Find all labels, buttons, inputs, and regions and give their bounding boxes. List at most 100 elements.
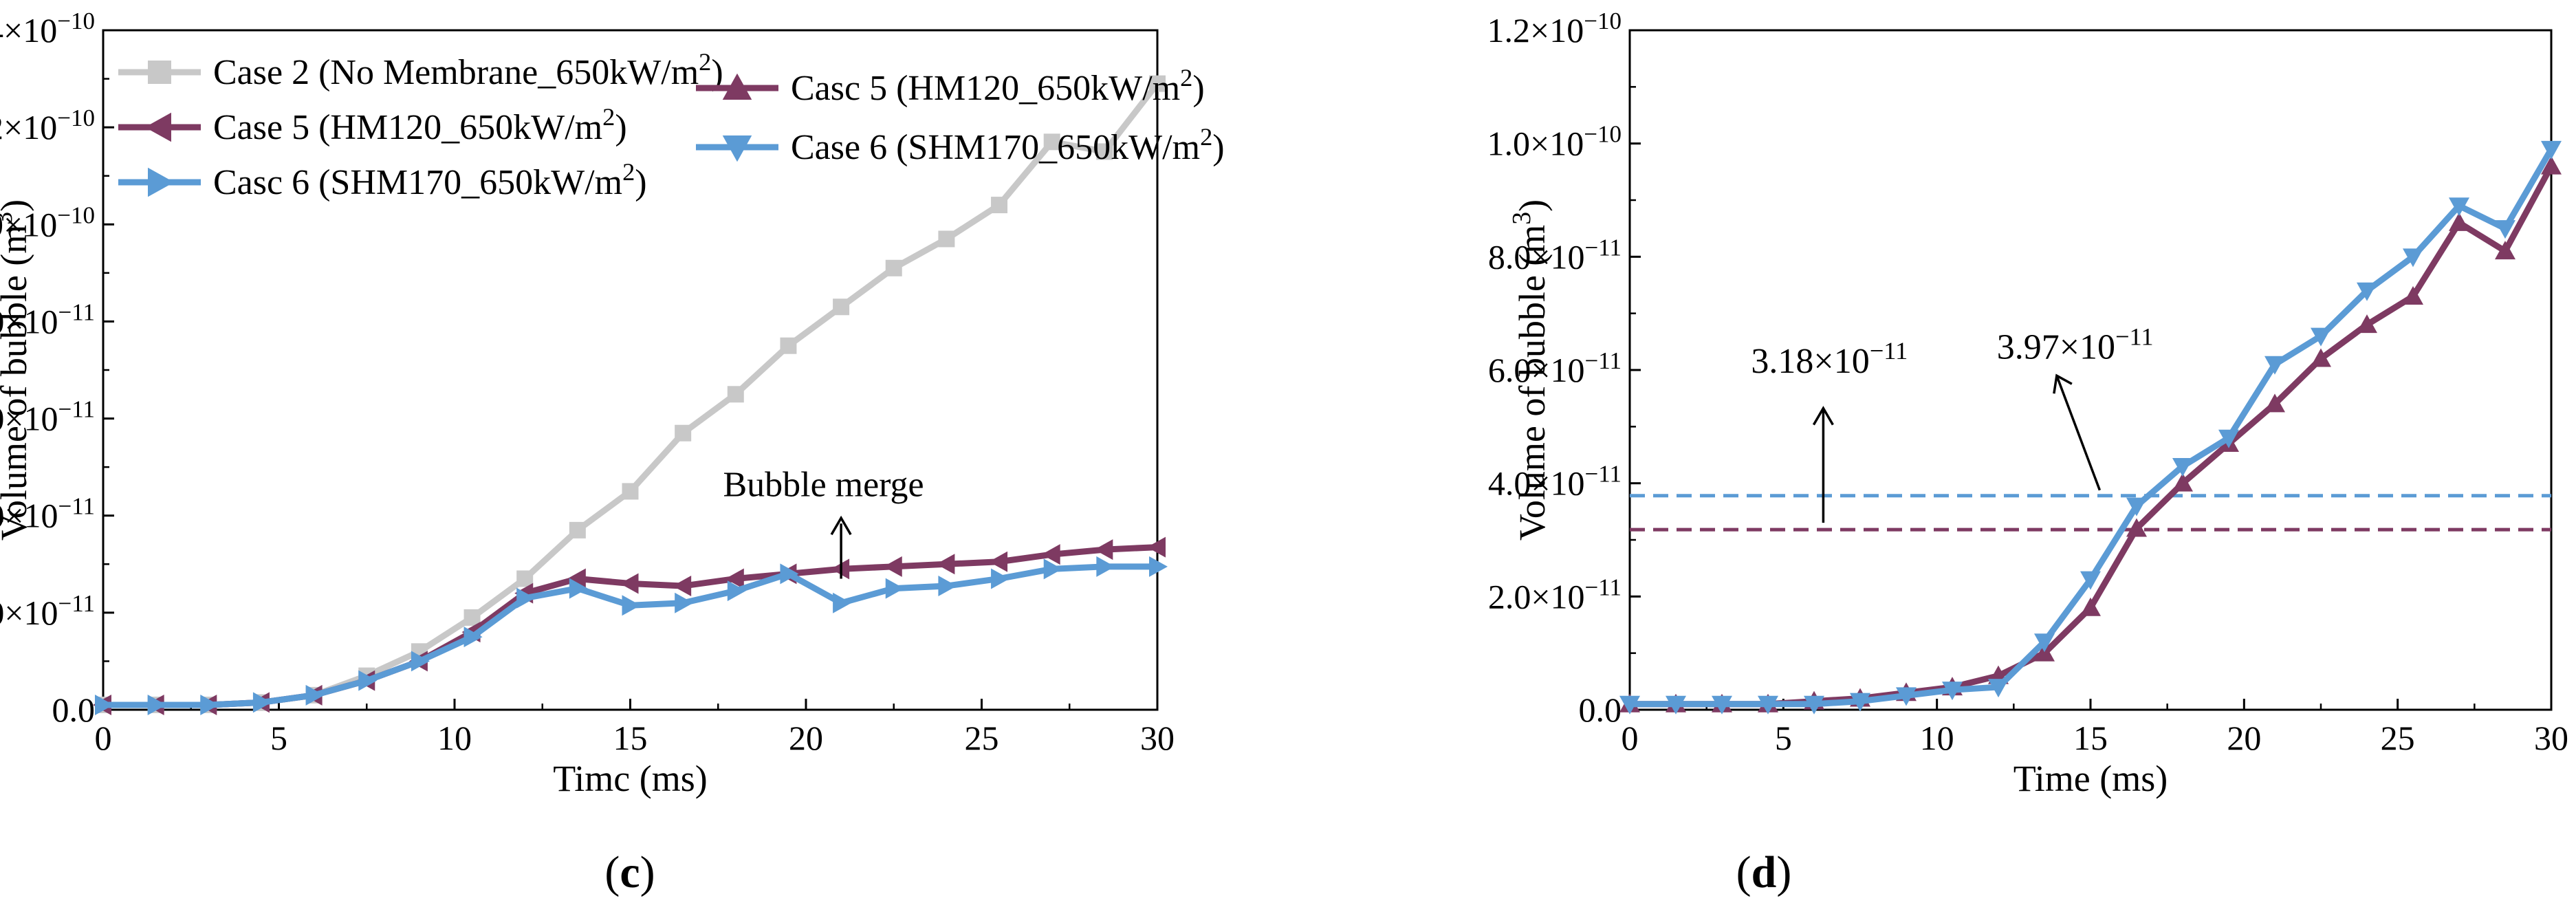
series-marker xyxy=(358,670,378,691)
series-marker xyxy=(991,197,1008,214)
y-tick-label: 4.0×10−11 xyxy=(1488,460,1622,503)
series-marker xyxy=(411,651,430,672)
series-marker xyxy=(569,578,588,599)
legend-label: Case 2 (No Membrane_650kW/m2) xyxy=(213,48,723,92)
series-marker xyxy=(622,595,641,616)
series-marker xyxy=(305,684,325,706)
legend-label: Case 5 (HM120_650kW/m2) xyxy=(213,103,627,147)
y-tick-label: 2.0×10−11 xyxy=(1488,574,1622,616)
y-tick-label: 0.0 xyxy=(1579,690,1622,729)
y-axis-title: Volume of bubble (m3) xyxy=(0,199,34,541)
y-axis-title: Volume of bubble (m3) xyxy=(1507,199,1553,541)
annotation-arrowhead xyxy=(830,515,852,536)
series-marker xyxy=(2541,155,2562,175)
series-marker xyxy=(1043,558,1062,580)
legend-marker xyxy=(722,135,752,162)
x-tick-label: 15 xyxy=(613,719,648,757)
series-marker xyxy=(780,563,799,585)
series-marker xyxy=(1850,693,1870,712)
y-tick-label: 1.2×10−10 xyxy=(0,105,95,147)
series-line xyxy=(1626,146,2555,708)
series-marker xyxy=(622,483,639,500)
series-marker xyxy=(620,573,639,594)
y-tick-label: 4.0×10−11 xyxy=(0,492,95,535)
series-marker xyxy=(1147,536,1166,558)
x-tick-label: 25 xyxy=(965,719,999,757)
series-marker xyxy=(200,694,219,715)
series-marker xyxy=(516,570,534,587)
series-line xyxy=(1626,163,2555,708)
series-marker xyxy=(675,424,692,442)
series-marker xyxy=(463,609,481,626)
panel-label: (c) xyxy=(604,847,655,897)
series-marker xyxy=(2357,314,2377,334)
series-marker xyxy=(1149,556,1168,577)
y-tick-label: 0.0 xyxy=(52,690,96,729)
x-axis-title: Timc (ms) xyxy=(553,758,708,799)
series-marker xyxy=(463,627,483,648)
series-marker xyxy=(2080,571,2101,590)
series-marker xyxy=(2034,633,2055,653)
series-marker xyxy=(2264,393,2285,413)
series-marker xyxy=(2357,282,2377,301)
y-tick-label: 2.0×10−11 xyxy=(0,589,95,632)
series-marker xyxy=(567,568,586,589)
series-marker xyxy=(2311,327,2331,347)
x-tick-label: 15 xyxy=(2073,719,2108,757)
x-tick-label: 5 xyxy=(1775,719,1792,757)
x-tick-label: 10 xyxy=(1920,719,1954,757)
legend-marker xyxy=(148,167,175,197)
series-marker xyxy=(2495,220,2515,239)
series-marker xyxy=(1096,556,1115,577)
series-marker xyxy=(2449,197,2469,217)
series-marker xyxy=(1619,695,1640,715)
series-marker xyxy=(991,568,1010,589)
series-marker xyxy=(1041,544,1060,565)
series-marker xyxy=(147,694,166,715)
series-marker xyxy=(989,551,1008,572)
legend-label: Case 6 (SHM170_650kW/m2) xyxy=(791,123,1225,167)
chart-panel-c: 0 5 10 15 20 25 30 0.0 2.0×10−11 4.0×10−11 6.0×10−… xyxy=(0,8,1175,898)
series-marker xyxy=(1094,539,1113,561)
series-marker xyxy=(2264,356,2285,375)
series-marker xyxy=(2126,518,2147,537)
series-marker xyxy=(2495,241,2515,260)
x-tick-label: 5 xyxy=(270,719,287,757)
series-marker xyxy=(569,521,586,538)
x-tick-label: 0 xyxy=(95,719,112,757)
reference-arrowhead xyxy=(2053,373,2073,394)
series-marker xyxy=(2403,248,2423,268)
series-line xyxy=(100,544,1161,708)
series-marker xyxy=(1804,695,1824,715)
y-tick-label: 1.2×10−10 xyxy=(1487,8,1622,50)
series-marker xyxy=(1666,695,1686,715)
series-marker xyxy=(2172,457,2193,477)
chart-panel-d: 0 5 10 15 20 25 30 0.0 2.0×10−11 4.0×10−11 6.0×10−… xyxy=(696,8,2568,897)
series-marker xyxy=(938,576,957,597)
panel-label: (d) xyxy=(1736,847,1792,897)
series-marker xyxy=(885,259,902,276)
x-axis-title: Time (ms) xyxy=(2013,758,2168,799)
series-marker xyxy=(2126,497,2147,516)
series-marker xyxy=(1712,695,1732,715)
series-marker xyxy=(727,580,746,602)
series-marker xyxy=(1149,75,1166,92)
series-marker xyxy=(1043,133,1060,151)
series-marker xyxy=(1096,143,1113,160)
y-tick-label: 1.0×10−10 xyxy=(0,202,95,244)
y-tick-label: 1.0×10−10 xyxy=(1487,120,1622,163)
x-tick-label: 20 xyxy=(789,719,823,757)
legend-marker xyxy=(722,73,752,100)
series-marker xyxy=(936,554,955,575)
series-marker xyxy=(252,692,272,713)
legend-label: Casc 6 (SHM170_650kW/m2) xyxy=(213,158,647,202)
series-marker xyxy=(2403,285,2423,305)
reference-label: 3.97×10−11 xyxy=(1997,323,2154,367)
y-tick-label: 6.0×10−11 xyxy=(0,395,95,438)
series-marker xyxy=(1758,695,1778,715)
legend-marker xyxy=(148,61,171,84)
y-tick-label: 6.0×10−11 xyxy=(1488,347,1622,390)
series-marker xyxy=(725,568,744,589)
series-marker xyxy=(2541,140,2562,160)
series-marker xyxy=(1942,682,1963,701)
